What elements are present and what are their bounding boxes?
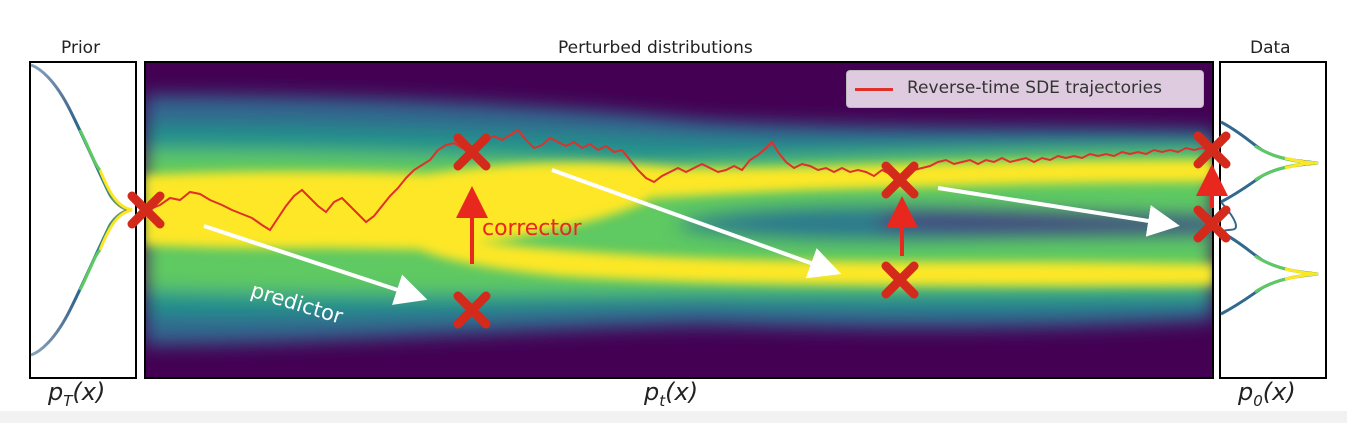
perturbed-heatmap [145, 62, 1213, 378]
predictor-arrow-3 [937, 186, 1180, 237]
data-density-label: p0(x) [1238, 378, 1296, 410]
sample-marker-2 [453, 291, 491, 329]
prior-panel [29, 61, 137, 379]
prior-label-arg: (x) [72, 378, 106, 406]
sample-marker-3 [453, 133, 491, 171]
prior-title: Prior [61, 38, 101, 58]
legend-label: Reverse-time SDE trajectories [907, 78, 1162, 98]
sample-marker-1 [127, 191, 165, 229]
data-label-sub: 0 [1253, 391, 1263, 410]
perturbed-label-arg: (x) [665, 378, 699, 406]
sample-marker-4 [881, 261, 919, 299]
prior-label-base: p [48, 378, 64, 406]
predictor-arrow-2 [551, 168, 842, 279]
data-label-base: p [1238, 378, 1254, 406]
prior-density-label: pT(x) [48, 378, 105, 410]
sample-marker-5 [881, 161, 919, 199]
perturbed-label-base: p [644, 378, 660, 406]
legend-line-swatch [855, 88, 893, 91]
perturbed-density-label: pt(x) [644, 378, 698, 410]
reverse-sde-trajectory [147, 128, 1211, 232]
predictor-arrow-1 [203, 224, 428, 305]
sample-marker-7 [1193, 131, 1231, 169]
legend: Reverse-time SDE trajectories [846, 70, 1204, 108]
data-title: Data [1250, 38, 1291, 58]
sample-marker-6 [1193, 205, 1231, 243]
prior-label-sub: T [63, 391, 73, 410]
bottom-strip [0, 411, 1347, 423]
perturbed-label-sub: t [659, 391, 666, 410]
corrector-label: corrector [482, 216, 582, 241]
data-panel [1219, 61, 1327, 379]
data-label-arg: (x) [1262, 378, 1296, 406]
perturbed-distributions-title: Perturbed distributions [558, 38, 753, 58]
